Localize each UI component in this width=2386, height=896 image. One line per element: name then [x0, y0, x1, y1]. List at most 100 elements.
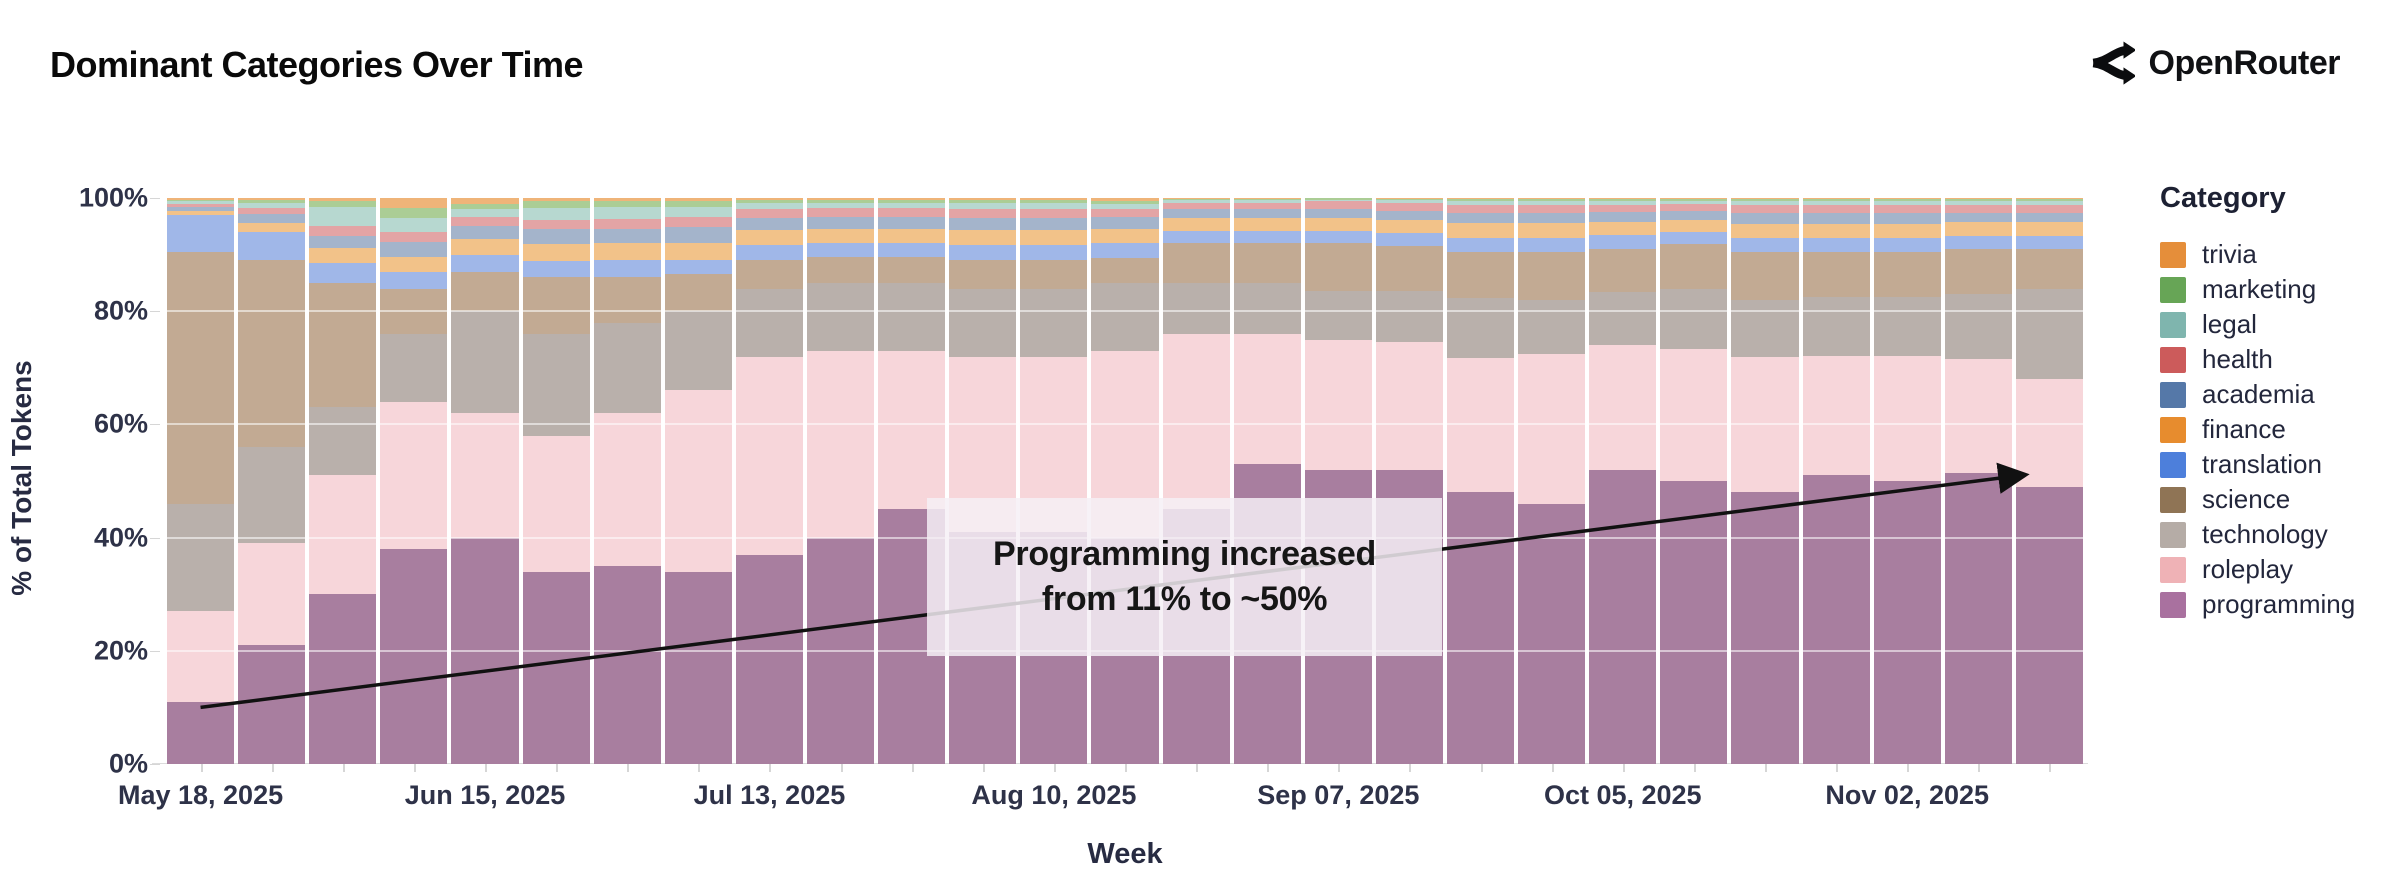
bar-week-may-25-2025[interactable] [238, 198, 306, 764]
segment-translation[interactable] [1660, 232, 1728, 245]
segment-science[interactable] [735, 260, 803, 289]
segment-science[interactable] [1020, 260, 1088, 289]
segment-trivia[interactable] [522, 198, 590, 201]
segment-marketing[interactable] [878, 200, 946, 204]
segment-technology[interactable] [1589, 291, 1657, 346]
bar-week-oct-05-2025[interactable] [1589, 198, 1657, 764]
segment-trivia[interactable] [593, 198, 661, 201]
segment-marketing[interactable] [1802, 198, 1870, 201]
segment-roleplay[interactable] [1802, 356, 1870, 476]
segment-health[interactable] [1660, 204, 1728, 212]
segment-science[interactable] [451, 271, 519, 312]
segment-roleplay[interactable] [1944, 359, 2012, 473]
segment-legal[interactable] [238, 203, 306, 208]
segment-translation[interactable] [1162, 230, 1230, 244]
segment-trivia[interactable] [807, 198, 875, 201]
segment-programming[interactable] [1660, 481, 1728, 764]
segment-technology[interactable] [1375, 291, 1443, 343]
segment-finance[interactable] [522, 244, 590, 262]
segment-roleplay[interactable] [309, 475, 377, 595]
segment-translation[interactable] [807, 242, 875, 258]
legend-item-marketing[interactable]: marketing [2160, 272, 2355, 307]
segment-programming[interactable] [1944, 472, 2012, 764]
segment-health[interactable] [949, 208, 1017, 218]
segment-health[interactable] [380, 232, 448, 243]
legend-item-science[interactable]: science [2160, 482, 2355, 517]
segment-trivia[interactable] [878, 198, 946, 201]
segment-marketing[interactable] [1447, 198, 1515, 201]
segment-legal[interactable] [2015, 200, 2083, 206]
segment-roleplay[interactable] [1162, 333, 1230, 510]
segment-finance[interactable] [735, 230, 803, 246]
segment-technology[interactable] [1447, 298, 1515, 358]
segment-finance[interactable] [664, 242, 732, 260]
segment-academia[interactable] [1447, 212, 1515, 223]
segment-translation[interactable] [735, 245, 803, 261]
segment-health[interactable] [807, 208, 875, 217]
segment-science[interactable] [522, 277, 590, 334]
segment-academia[interactable] [451, 226, 519, 239]
segment-academia[interactable] [522, 229, 590, 245]
segment-technology[interactable] [1731, 299, 1799, 357]
segment-translation[interactable] [664, 259, 732, 275]
segment-technology[interactable] [522, 333, 590, 436]
segment-roleplay[interactable] [1873, 356, 1941, 481]
segment-technology[interactable] [1944, 294, 2012, 360]
segment-trivia[interactable] [451, 198, 519, 204]
segment-technology[interactable] [949, 288, 1017, 357]
segment-health[interactable] [1589, 204, 1657, 213]
bar-week-jun-01-2025[interactable] [309, 198, 377, 764]
segment-science[interactable] [664, 274, 732, 312]
segment-technology[interactable] [664, 311, 732, 391]
segment-science[interactable] [1589, 248, 1657, 292]
segment-finance[interactable] [1020, 230, 1088, 246]
segment-technology[interactable] [1873, 297, 1941, 357]
segment-trivia[interactable] [309, 198, 377, 201]
segment-translation[interactable] [2015, 235, 2083, 249]
segment-marketing[interactable] [522, 200, 590, 209]
segment-roleplay[interactable] [735, 356, 803, 555]
segment-technology[interactable] [593, 322, 661, 414]
segment-programming[interactable] [309, 594, 377, 764]
segment-trivia[interactable] [238, 198, 306, 201]
segment-marketing[interactable] [1162, 198, 1230, 201]
segment-translation[interactable] [1873, 237, 1941, 252]
segment-academia[interactable] [1731, 213, 1799, 224]
segment-roleplay[interactable] [593, 413, 661, 566]
segment-technology[interactable] [807, 282, 875, 351]
segment-academia[interactable] [1944, 212, 2012, 223]
segment-health[interactable] [664, 217, 732, 228]
bar-week-jul-06-2025[interactable] [664, 198, 732, 764]
segment-academia[interactable] [1660, 211, 1728, 221]
segment-roleplay[interactable] [451, 413, 519, 538]
segment-trivia[interactable] [735, 198, 803, 200]
segment-trivia[interactable] [949, 198, 1017, 201]
legend-item-roleplay[interactable]: roleplay [2160, 552, 2355, 587]
segment-programming[interactable] [1802, 475, 1870, 764]
bar-week-may-18-2025[interactable] [167, 198, 235, 764]
segment-legal[interactable] [1873, 200, 1941, 206]
legend-item-programming[interactable]: programming [2160, 587, 2355, 622]
segment-marketing[interactable] [1944, 198, 2012, 202]
bar-week-nov-02-2025[interactable] [1873, 198, 1941, 764]
segment-translation[interactable] [451, 254, 519, 272]
segment-trivia[interactable] [1447, 198, 1515, 199]
segment-technology[interactable] [309, 407, 377, 476]
segment-trivia[interactable] [1375, 198, 1443, 199]
segment-marketing[interactable] [1091, 200, 1159, 204]
segment-programming[interactable] [380, 548, 448, 764]
segment-translation[interactable] [593, 260, 661, 278]
segment-marketing[interactable] [380, 207, 448, 218]
segment-science[interactable] [1731, 251, 1799, 300]
segment-academia[interactable] [664, 227, 732, 243]
segment-finance[interactable] [1518, 222, 1586, 238]
segment-legal[interactable] [878, 203, 946, 209]
segment-health[interactable] [1944, 205, 2012, 213]
segment-science[interactable] [1447, 252, 1515, 299]
segment-technology[interactable] [451, 311, 519, 414]
segment-marketing[interactable] [593, 200, 661, 207]
bar-week-jun-22-2025[interactable] [522, 198, 590, 764]
legend-item-legal[interactable]: legal [2160, 307, 2355, 342]
segment-marketing[interactable] [309, 200, 377, 207]
segment-health[interactable] [167, 203, 235, 207]
